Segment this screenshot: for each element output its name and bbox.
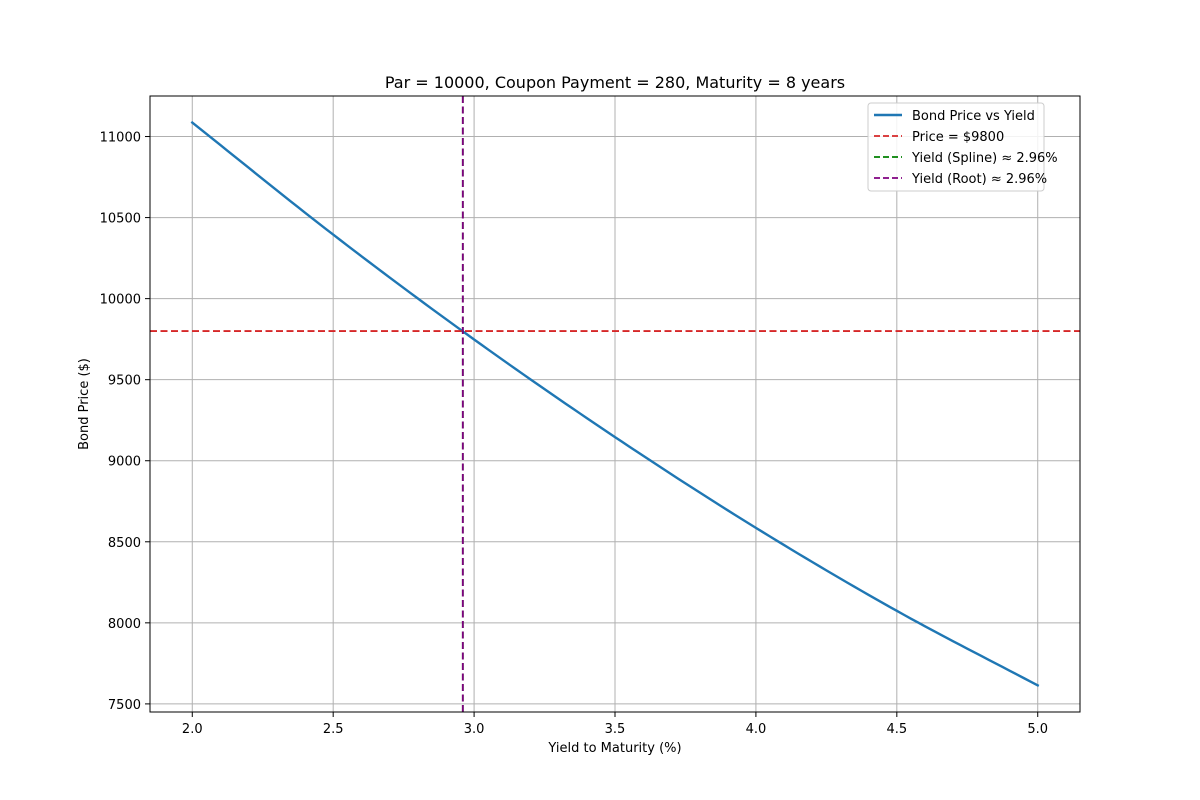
legend-box xyxy=(867,102,1045,192)
x-axis-ticks: 2.0 2.5 3.0 3.5 4.0 4.5 5.0 xyxy=(182,712,1048,737)
legend-label: Bond Price vs Yield xyxy=(912,109,1035,124)
x-tick-label: 2.0 xyxy=(182,722,203,737)
legend-label: Price = $9800 xyxy=(912,130,1004,145)
legend-label: Yield (Root) ≈ 2.96% xyxy=(911,172,1047,187)
legend-label: Yield (Spline) ≈ 2.96% xyxy=(911,151,1058,166)
legend: Bond Price vs Yield Price = $9800 Yield (S… xyxy=(867,102,1058,192)
x-tick-label: 3.0 xyxy=(464,722,485,737)
x-tick-label: 5.0 xyxy=(1027,722,1048,737)
grid-lines xyxy=(150,96,1080,712)
plot-series xyxy=(190,120,1040,688)
y-tick-label: 10500 xyxy=(100,212,141,227)
chart-title: Par = 10000, Coupon Payment = 280, Matur… xyxy=(385,73,845,92)
x-tick-label: 2.5 xyxy=(323,722,344,737)
x-tick-label: 4.0 xyxy=(746,722,767,737)
y-tick-label: 8500 xyxy=(108,536,141,551)
y-axis-label: Bond Price ($) xyxy=(77,358,92,450)
y-axis-ticks: 7500 8000 8500 9000 9500 10000 10500 11000 xyxy=(100,131,150,713)
x-tick-label: 4.5 xyxy=(886,722,907,737)
x-tick-label: 3.5 xyxy=(605,722,626,737)
series-line xyxy=(190,120,1040,688)
y-tick-label: 7500 xyxy=(108,698,141,713)
y-tick-label: 11000 xyxy=(100,131,141,146)
y-tick-label: 10000 xyxy=(100,293,141,308)
reference-lines xyxy=(150,96,1080,712)
y-tick-label: 9500 xyxy=(108,374,141,389)
y-tick-label: 9000 xyxy=(108,455,141,470)
y-tick-label: 8000 xyxy=(108,617,141,632)
x-axis-label: Yield to Maturity (%) xyxy=(547,741,681,756)
